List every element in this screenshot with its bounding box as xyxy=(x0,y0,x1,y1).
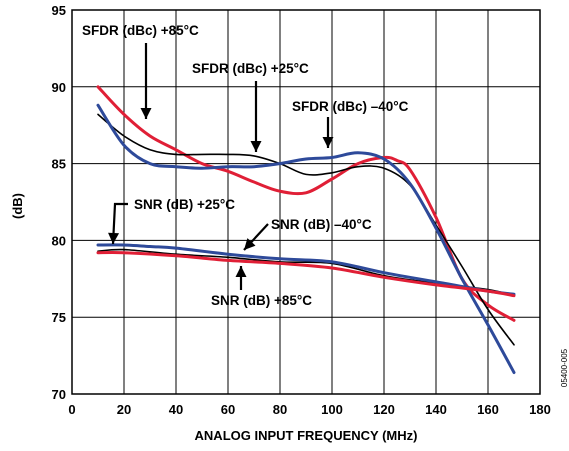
series-layer xyxy=(96,85,516,374)
arrow-snr-85c-head xyxy=(235,266,247,277)
x-tick-label: 0 xyxy=(68,402,75,417)
series-line-sfdr25 xyxy=(97,113,515,346)
arrow-snr-25c xyxy=(111,202,128,245)
x-axis-title: ANALOG INPUT FREQUENCY (MHz) xyxy=(195,428,418,443)
x-tick-label: 100 xyxy=(321,402,343,417)
plot-frame xyxy=(71,9,541,395)
x-tick-label: 160 xyxy=(477,402,499,417)
annotation-snr-85c: SNR (dB) +85°C xyxy=(211,293,312,308)
y-tick-label: 90 xyxy=(52,80,66,95)
x-tick-label: 140 xyxy=(425,402,447,417)
series-line-snr85 xyxy=(96,250,516,298)
series-line-snrm40 xyxy=(96,243,516,296)
side-label: 05400-005 xyxy=(560,348,569,387)
y-tick-label: 75 xyxy=(52,310,66,325)
series-line-sfdrm40 xyxy=(96,103,516,374)
arrow-sfdr-85c-head xyxy=(140,108,152,119)
x-tick-label: 80 xyxy=(273,402,287,417)
series-line-sfdr85 xyxy=(96,85,516,322)
annotation-snr-25c: SNR (dB) +25°C xyxy=(134,197,235,212)
y-tick-label: 80 xyxy=(52,233,66,248)
arrow-sfdr-m40c-head xyxy=(322,137,334,148)
x-tick-label: 120 xyxy=(373,402,395,417)
y-axis-title: (dB) xyxy=(10,193,25,219)
annotation-arrows xyxy=(108,43,334,290)
x-tick-label: 40 xyxy=(169,402,183,417)
x-tick-labels: 0 20 40 60 80 100 120 140 160 180 xyxy=(68,402,550,417)
annotation-snr-m40c: SNR (dB) –40°C xyxy=(271,217,372,232)
annotation-sfdr-85c: SFDR (dBc) +85°C xyxy=(82,23,199,38)
x-tick-label: 60 xyxy=(221,402,235,417)
y-tick-label: 85 xyxy=(52,157,66,172)
annotation-sfdr-25c: SFDR (dBc) +25°C xyxy=(192,61,309,76)
annotation-sfdr-m40c: SFDR (dBc) –40°C xyxy=(292,99,409,114)
y-tick-label: 95 xyxy=(52,3,66,18)
arrow-snr-m40c-head xyxy=(244,238,256,250)
arrow-sfdr-25c-head xyxy=(250,141,262,152)
x-tick-label: 20 xyxy=(117,402,131,417)
y-tick-labels: 70 75 80 85 90 95 xyxy=(52,3,66,402)
y-tick-label: 70 xyxy=(52,387,66,402)
arrow-snr-25c-head xyxy=(108,232,120,244)
x-tick-label: 180 xyxy=(529,402,551,417)
